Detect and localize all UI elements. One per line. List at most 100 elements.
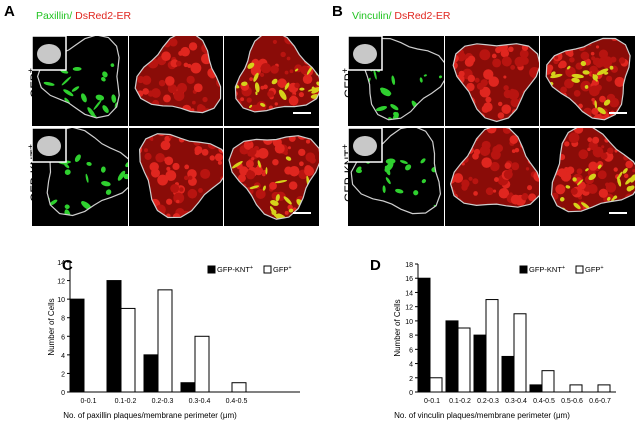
micrograph-svg: [545, 37, 631, 121]
y-tick-label: 12: [57, 279, 65, 286]
bar-gfp-knt-0.1-0.2: [106, 280, 122, 393]
inset-cell: [353, 44, 377, 64]
cell-outline: [449, 128, 539, 208]
bar-gfp-0.5-0.6: [569, 384, 583, 393]
y-axis-label: Number of Cells: [393, 299, 402, 356]
bar-gfp-0.3-0.4: [194, 335, 210, 393]
panel-letter-a: A: [4, 3, 15, 20]
inset-cell: [37, 136, 61, 156]
bar-gfp-knt-0.2-0.3: [473, 334, 487, 393]
cell-outline: [228, 135, 319, 220]
y-tick-label: 14: [405, 290, 413, 297]
legend-label: GFP+: [273, 265, 292, 274]
x-axis-label: No. of vinculin plaques/membrane perimet…: [394, 411, 570, 420]
cell-outline: [134, 36, 222, 114]
bar-gfp-knt-0.3-0.4: [501, 355, 515, 393]
x-tick-label: 0.4-0.5: [533, 398, 555, 405]
bar-gfp-0.1-0.2: [457, 327, 471, 393]
micrograph-svg: [452, 43, 539, 123]
x-tick-label: 0-0.1: [424, 398, 440, 405]
bar-gfp-knt-0-0.1: [417, 277, 431, 393]
legend-swatch: [263, 265, 272, 274]
panel-letter-c: C: [62, 257, 73, 274]
bar-gfp-0.6-0.7: [597, 384, 611, 393]
histogram-d-svg: 0 2 4 6 8 10 12 14 16 18 0-0.1 0.1-0.2 0.2-0.3 0.3-0.…: [393, 262, 616, 420]
y-tick-label: 6: [409, 347, 413, 354]
bar-gfp-knt-0.4-0.5: [529, 384, 543, 393]
inset-cell: [353, 136, 377, 156]
y-tick-label: 10: [57, 297, 65, 304]
panel-letter-d: D: [370, 257, 381, 274]
micrograph-b-gfp-green: [348, 36, 444, 126]
x-tick-label: 0.3-0.4: [505, 398, 527, 405]
bar-gfp-0.4-0.5: [231, 382, 247, 393]
y-tick-label: 2: [61, 371, 65, 378]
y-tick-label: 10: [405, 319, 413, 326]
micrograph-b-gfp-merge: [540, 36, 635, 126]
y-tick-label: 0: [61, 390, 65, 397]
legend-swatch: [519, 265, 528, 274]
cell-outline: [362, 37, 444, 121]
scale-bar: [609, 112, 627, 114]
micrograph-a-gfp-green: [32, 36, 128, 126]
bar-gfp-0-0.1: [429, 377, 443, 393]
legend-label: GFP-KNT+: [217, 265, 253, 274]
y-tick-label: 14: [57, 260, 65, 267]
stain-dsred: DsRed2-ER: [72, 10, 132, 22]
y-tick-label: 0: [409, 390, 413, 397]
cell-outline: [234, 36, 319, 113]
stain-dsred: DsRed2-ER: [391, 10, 451, 22]
x-tick-label: 0.6-0.7: [589, 398, 611, 405]
x-tick-label: 0.1-0.2: [449, 398, 471, 405]
inset-cell: [37, 44, 61, 64]
cell-body: [135, 36, 221, 113]
micrograph-svg: [348, 36, 444, 121]
cell-outline: [550, 128, 635, 213]
legend-label: GFP-KNT+: [529, 265, 565, 274]
y-tick-label: 4: [409, 362, 413, 369]
x-tick-label: 0.5-0.6: [561, 398, 583, 405]
micrograph-svg: [228, 135, 319, 220]
micrograph-b-knt-red: [445, 128, 539, 226]
micrograph-a-gfp-red: [129, 36, 223, 126]
cell-body: [229, 135, 319, 220]
scale-bar: [293, 112, 311, 114]
scale-bar: [293, 212, 311, 214]
cell-outline: [452, 43, 539, 123]
cell-outline: [46, 128, 128, 217]
micrograph-a-knt-red: [129, 128, 223, 226]
legend-swatch: [575, 265, 584, 274]
micrograph-b-knt-merge: [540, 128, 635, 226]
panel-b-stain-label: Vinculin/ DsRed2-ER: [352, 10, 450, 22]
y-tick-label: 8: [61, 316, 65, 323]
x-tick-label: 0.4-0.5: [226, 398, 248, 405]
y-tick-label: 2: [409, 376, 413, 383]
micrograph-b-gfp-red: [445, 36, 539, 126]
bar-gfp-0.2-0.3: [157, 289, 173, 393]
legend-label: GFP+: [585, 265, 604, 274]
y-tick-label: 18: [405, 262, 413, 269]
bar-gfp-0.2-0.3: [485, 299, 499, 393]
y-tick-label: 4: [61, 353, 65, 360]
bar-gfp-knt-0-0.1: [69, 298, 85, 393]
y-tick-label: 12: [405, 305, 413, 312]
bar-gfp-knt-0.3-0.4: [180, 382, 196, 393]
micrograph-svg: [32, 36, 120, 119]
x-tick-label: 0.3-0.4: [189, 398, 211, 405]
cell-outline: [36, 36, 120, 119]
cell-body: [362, 65, 444, 120]
cell-body: [450, 128, 539, 208]
stain-paxillin: Paxillin/: [36, 10, 73, 22]
histogram-c: 0 2 4 6 8 10 12 14 0-0.1 0.1-0.2 0.2-0.3 0.3-0.4 0.4…: [0, 250, 320, 425]
bar-gfp-0.1-0.2: [120, 307, 136, 393]
y-tick-label: 6: [61, 334, 65, 341]
bar-gfp-0.4-0.5: [541, 370, 555, 393]
micrograph-a-knt-merge: [224, 128, 319, 226]
y-axis-label: Number of Cells: [47, 298, 56, 355]
bar-gfp-0.3-0.4: [513, 313, 527, 393]
micrograph-svg: [550, 128, 635, 214]
cell-outline: [138, 133, 223, 219]
y-tick-label: 8: [409, 333, 413, 340]
micrograph-svg: [348, 128, 442, 215]
